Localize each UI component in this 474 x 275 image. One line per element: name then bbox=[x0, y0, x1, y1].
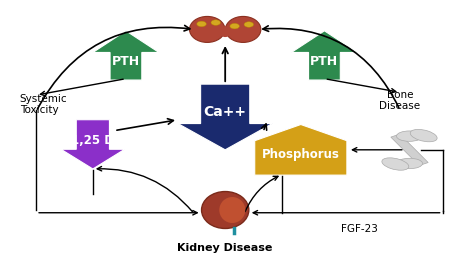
Text: FGF-23: FGF-23 bbox=[341, 224, 378, 234]
Ellipse shape bbox=[397, 131, 422, 141]
Circle shape bbox=[211, 20, 220, 25]
Polygon shape bbox=[292, 31, 357, 80]
Polygon shape bbox=[178, 84, 273, 150]
Ellipse shape bbox=[410, 130, 437, 142]
Polygon shape bbox=[93, 31, 159, 80]
Ellipse shape bbox=[219, 197, 245, 223]
Polygon shape bbox=[61, 120, 125, 169]
Ellipse shape bbox=[382, 158, 409, 170]
Ellipse shape bbox=[219, 26, 231, 37]
Text: Kidney Disease: Kidney Disease bbox=[177, 243, 273, 253]
Ellipse shape bbox=[226, 16, 261, 42]
Ellipse shape bbox=[190, 16, 225, 42]
Polygon shape bbox=[391, 134, 428, 166]
Text: PTH: PTH bbox=[310, 55, 338, 68]
Ellipse shape bbox=[201, 192, 249, 229]
Circle shape bbox=[197, 21, 206, 27]
Text: 1,25 D: 1,25 D bbox=[72, 134, 114, 147]
Ellipse shape bbox=[397, 158, 422, 169]
Circle shape bbox=[244, 22, 254, 27]
Circle shape bbox=[230, 23, 239, 29]
Text: Bone
Disease: Bone Disease bbox=[380, 90, 420, 111]
Text: Phosphorus: Phosphorus bbox=[262, 148, 340, 161]
Polygon shape bbox=[255, 125, 347, 175]
Text: PTH: PTH bbox=[112, 55, 140, 68]
Text: Systemic
Toxicity: Systemic Toxicity bbox=[19, 94, 67, 116]
Text: Ca++: Ca++ bbox=[204, 105, 246, 119]
